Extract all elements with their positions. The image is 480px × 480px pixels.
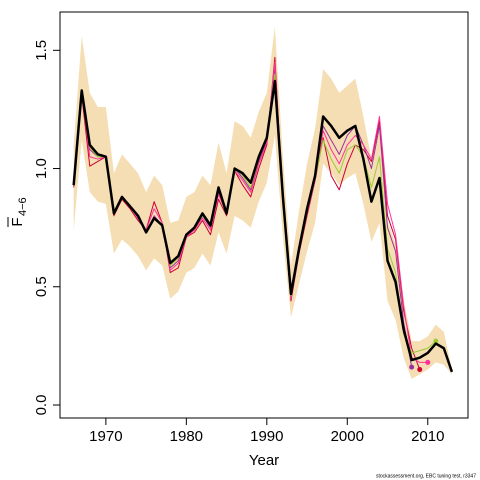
- x-tick-label: 2000: [331, 428, 364, 445]
- end-point: [417, 367, 423, 373]
- x-tick-label: 1980: [170, 428, 203, 445]
- y-axis-label-main: F: [9, 217, 26, 226]
- y-tick-label: 0.0: [33, 395, 50, 416]
- x-tick-label: 2010: [411, 428, 444, 445]
- end-point: [433, 338, 439, 344]
- end-point: [425, 359, 431, 365]
- plot-frame: [59, 11, 469, 419]
- x-axis-label: Year: [249, 452, 279, 469]
- end-point: [409, 364, 415, 370]
- confidence-band: [73, 26, 452, 379]
- x-tick-label: 1990: [250, 428, 283, 445]
- y-axis-label-sub: 4−6: [17, 197, 29, 216]
- y-tick-label: 1.5: [33, 40, 50, 61]
- y-tick-label: 0.5: [33, 276, 50, 297]
- x-tick-label: 1970: [89, 428, 122, 445]
- y-axis-label: F 4−6: [7, 197, 29, 227]
- y-tick-label: 1.0: [33, 158, 50, 179]
- series-line: [72, 79, 454, 373]
- footnote: stockassessment.org, EBC tuning test, r3…: [376, 473, 476, 479]
